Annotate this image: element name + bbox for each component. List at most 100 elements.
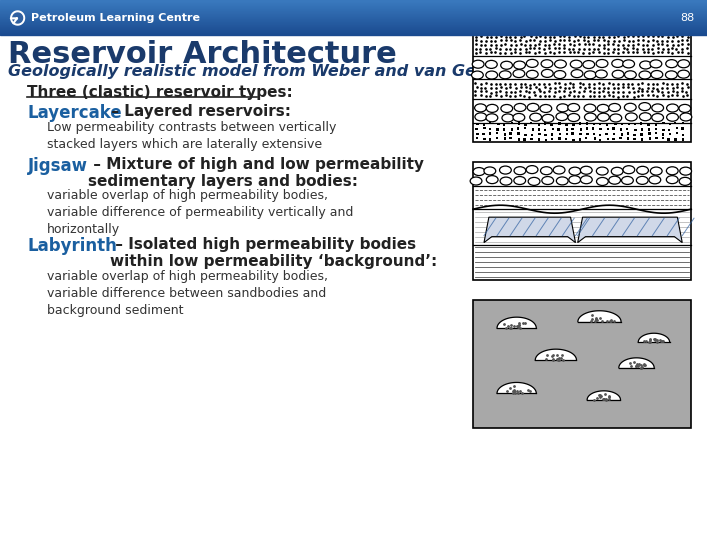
Bar xyxy=(544,129,546,131)
Ellipse shape xyxy=(571,70,583,78)
Bar xyxy=(571,128,574,130)
Ellipse shape xyxy=(623,60,634,68)
Bar xyxy=(566,133,568,135)
Bar xyxy=(489,138,491,141)
Bar xyxy=(593,133,595,136)
Bar xyxy=(503,137,506,140)
Ellipse shape xyxy=(500,166,511,174)
Ellipse shape xyxy=(667,167,678,175)
Ellipse shape xyxy=(596,178,608,185)
Ellipse shape xyxy=(556,112,568,120)
Ellipse shape xyxy=(612,70,624,78)
Bar xyxy=(0,3,706,4)
Bar xyxy=(675,132,678,134)
Ellipse shape xyxy=(526,59,538,68)
Bar xyxy=(0,2,706,3)
Polygon shape xyxy=(587,391,621,400)
Bar xyxy=(607,138,609,140)
Bar xyxy=(523,127,526,129)
Ellipse shape xyxy=(608,104,621,111)
Ellipse shape xyxy=(611,167,623,176)
Bar xyxy=(640,133,643,136)
Bar xyxy=(489,132,491,134)
Ellipse shape xyxy=(501,104,513,112)
Bar xyxy=(0,1,706,2)
Bar xyxy=(0,27,706,28)
Bar xyxy=(538,138,540,140)
Bar xyxy=(504,133,506,136)
Ellipse shape xyxy=(608,176,621,184)
Ellipse shape xyxy=(626,113,637,121)
Bar xyxy=(482,133,485,135)
Ellipse shape xyxy=(667,113,678,122)
Bar xyxy=(0,30,706,31)
Bar xyxy=(473,162,691,280)
Bar xyxy=(634,129,636,131)
Bar xyxy=(550,124,553,126)
Bar xyxy=(585,137,588,139)
Ellipse shape xyxy=(542,114,554,123)
Bar xyxy=(0,14,706,15)
Bar xyxy=(649,132,651,134)
Bar xyxy=(572,123,575,126)
Bar xyxy=(682,122,684,124)
Bar xyxy=(662,129,665,131)
Ellipse shape xyxy=(486,104,498,112)
Bar xyxy=(662,133,665,136)
Text: Petroleum Learning Centre: Petroleum Learning Centre xyxy=(32,13,200,23)
Bar xyxy=(0,23,706,24)
Bar xyxy=(559,132,561,135)
Bar xyxy=(640,123,642,125)
Bar xyxy=(580,129,582,131)
Bar xyxy=(621,133,624,136)
Ellipse shape xyxy=(528,177,540,185)
Bar xyxy=(498,123,500,125)
Bar xyxy=(524,134,527,136)
Text: – Mixture of high and low permeability
sedimentary layers and bodies:: – Mixture of high and low permeability s… xyxy=(89,157,424,190)
Ellipse shape xyxy=(486,71,498,79)
Ellipse shape xyxy=(513,70,525,78)
Bar xyxy=(551,133,554,136)
Bar xyxy=(473,34,691,142)
Bar xyxy=(511,128,513,131)
Bar xyxy=(0,33,706,34)
Ellipse shape xyxy=(569,167,581,175)
Ellipse shape xyxy=(570,60,582,68)
Bar xyxy=(0,24,706,25)
Ellipse shape xyxy=(652,113,664,122)
Bar xyxy=(0,5,706,6)
Bar xyxy=(0,34,706,35)
Bar xyxy=(475,128,477,130)
Ellipse shape xyxy=(666,176,678,184)
Ellipse shape xyxy=(665,71,678,79)
Bar xyxy=(647,124,649,126)
Bar xyxy=(613,133,615,135)
Ellipse shape xyxy=(530,113,541,121)
Bar xyxy=(0,28,706,29)
Bar xyxy=(523,138,526,141)
Bar xyxy=(566,129,568,131)
Bar xyxy=(538,124,540,126)
Bar xyxy=(0,13,706,14)
Polygon shape xyxy=(535,349,577,360)
Bar xyxy=(544,123,546,125)
Text: Labyrinth: Labyrinth xyxy=(27,237,117,255)
Ellipse shape xyxy=(580,176,593,184)
Bar xyxy=(0,6,706,7)
Bar xyxy=(564,138,567,140)
Bar xyxy=(621,123,624,125)
Ellipse shape xyxy=(500,177,512,185)
Bar xyxy=(496,129,499,131)
Ellipse shape xyxy=(513,113,525,122)
Bar xyxy=(674,122,677,124)
Bar xyxy=(655,137,657,139)
Bar xyxy=(473,300,691,428)
Ellipse shape xyxy=(585,113,596,121)
Bar xyxy=(0,17,706,18)
Bar xyxy=(477,133,479,136)
Bar xyxy=(599,123,601,125)
Text: variable overlap of high permeability bodies,
variable difference of permeabilit: variable overlap of high permeability bo… xyxy=(47,189,354,236)
Bar xyxy=(0,4,706,5)
Ellipse shape xyxy=(612,59,624,68)
Bar xyxy=(503,123,505,125)
